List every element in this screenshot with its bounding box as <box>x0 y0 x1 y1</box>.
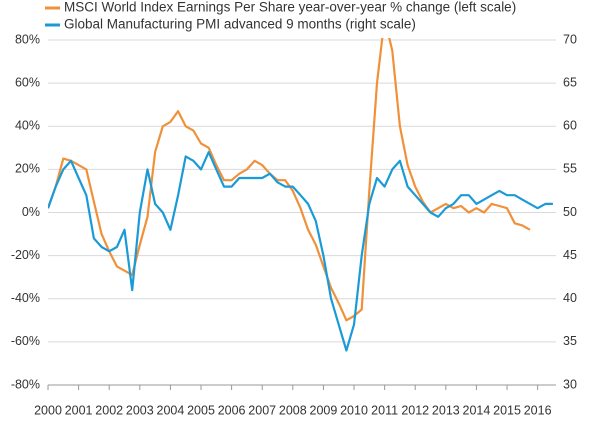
y2-tick-label: 70 <box>563 32 577 46</box>
y2-tick-label: 45 <box>563 248 577 262</box>
y2-tick-label: 30 <box>563 377 577 391</box>
x-tick-label: 2001 <box>65 403 93 417</box>
y2-tick-label: 65 <box>563 75 577 89</box>
x-tick-label: 2003 <box>126 403 154 417</box>
plot-area <box>48 38 553 352</box>
y2-tick-label: 55 <box>563 162 577 176</box>
y2-tick-label: 50 <box>563 205 577 219</box>
x-tick-label: 2012 <box>401 403 429 417</box>
legend-label: MSCI World Index Earnings Per Share year… <box>64 0 516 15</box>
y-tick-label: 0% <box>22 205 40 219</box>
y-tick-label: 20% <box>15 162 40 176</box>
legend-label: Global Manufacturing PMI advanced 9 mont… <box>64 17 416 32</box>
x-tick-label: 2011 <box>371 403 398 417</box>
x-tick-label: 2002 <box>95 403 123 417</box>
y-tick-label: 80% <box>15 32 40 46</box>
x-tick-label: 2015 <box>493 403 521 417</box>
y-tick-label: -60% <box>11 334 40 348</box>
y-tick-label: -40% <box>11 291 40 305</box>
y-tick-label: -20% <box>11 248 40 262</box>
series-line <box>48 151 553 352</box>
x-tick-label: 2008 <box>279 403 307 417</box>
x-tick-label: 2014 <box>463 403 491 417</box>
y-tick-label: -80% <box>11 377 40 391</box>
x-tick-label: 2010 <box>340 403 368 417</box>
x-tick-label: 2004 <box>157 403 185 417</box>
x-tick-label: 2009 <box>310 403 338 417</box>
x-tick-label: 2016 <box>524 403 552 417</box>
x-tick-label: 2000 <box>34 403 62 417</box>
y-tick-label: 60% <box>15 75 40 89</box>
y2-tick-label: 35 <box>563 334 577 348</box>
x-tick-label: 2007 <box>248 403 276 417</box>
y-tick-label: 40% <box>15 119 40 133</box>
x-tick-label: 2006 <box>218 403 246 417</box>
y2-tick-label: 60 <box>563 119 577 133</box>
y2-tick-label: 40 <box>563 291 577 305</box>
x-tick-label: 2013 <box>432 403 460 417</box>
x-tick-label: 2005 <box>187 403 215 417</box>
